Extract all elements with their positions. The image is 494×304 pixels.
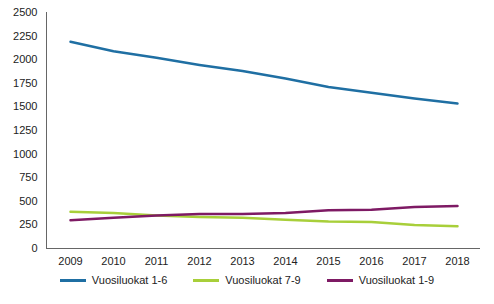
svg-text:1250: 1250: [13, 124, 37, 136]
svg-text:1750: 1750: [13, 77, 37, 89]
svg-text:1000: 1000: [13, 148, 37, 160]
html-text:Vuosiluokat 1-9: Vuosiluokat 1-9: [358, 274, 435, 286]
svg-text:2017: 2017: [402, 255, 426, 267]
svg-text:2009: 2009: [58, 255, 82, 267]
svg-text:2011: 2011: [145, 255, 169, 267]
svg-text:2500: 2500: [13, 6, 37, 18]
svg-text:2018: 2018: [445, 255, 469, 267]
svg-text:2250: 2250: [13, 30, 37, 42]
svg-text:250: 250: [19, 218, 37, 230]
svg-text:1500: 1500: [13, 100, 37, 112]
svg-text:2000: 2000: [13, 53, 37, 65]
html-text:Vuosiluokat 7-9: Vuosiluokat 7-9: [225, 274, 301, 286]
svg-text:500: 500: [19, 195, 37, 207]
svg-text:2010: 2010: [101, 255, 125, 267]
svg-text:2015: 2015: [316, 255, 340, 267]
html-text:Vuosiluokat 1-6: Vuosiluokat 1-6: [91, 274, 168, 286]
svg-text:2013: 2013: [230, 255, 254, 267]
svg-text:0: 0: [31, 242, 37, 254]
svg-text:2016: 2016: [359, 255, 383, 267]
svg-text:2014: 2014: [273, 255, 297, 267]
svg-text:750: 750: [19, 171, 37, 183]
svg-text:2012: 2012: [187, 255, 211, 267]
